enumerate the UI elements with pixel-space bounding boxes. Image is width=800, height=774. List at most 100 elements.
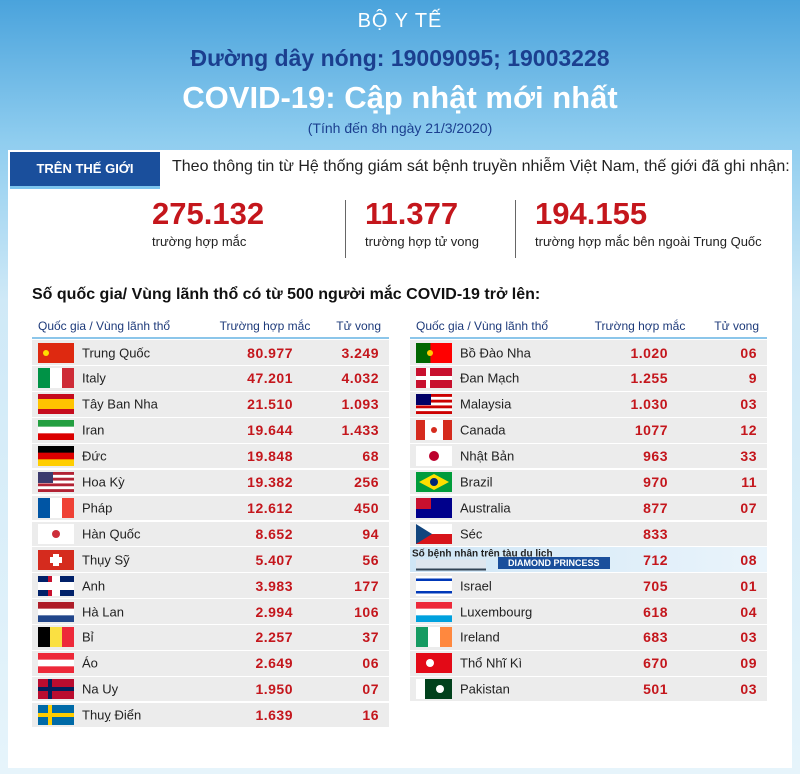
country: Trung Quốc	[82, 345, 151, 361]
table-row: Trung Quốc 80.977 3.249	[32, 340, 389, 365]
flag	[416, 342, 453, 363]
country: Pakistan	[460, 681, 510, 697]
flag-cell	[416, 679, 453, 700]
flag	[38, 497, 75, 518]
flag-cell	[416, 420, 453, 441]
column-header: Trường hợp mắc	[594, 319, 686, 333]
stat-value: 194.155	[535, 196, 648, 231]
deaths: 03	[740, 681, 757, 698]
country: Brazil	[460, 474, 493, 490]
country: Luxembourg	[460, 604, 533, 619]
deaths: 9	[748, 370, 757, 387]
country: Đức	[82, 448, 107, 464]
deaths: 03	[740, 396, 757, 413]
country: Malaysia	[460, 396, 512, 412]
cases: 970	[643, 474, 668, 491]
flag-cell	[38, 523, 74, 545]
country: Iran	[82, 422, 105, 438]
flag	[38, 601, 74, 622]
deaths: 3.249	[341, 344, 379, 361]
flag-cell	[416, 342, 453, 363]
flag	[38, 679, 74, 700]
table-row: Pháp 12.612 450	[32, 495, 389, 521]
country: Hà Lan	[82, 604, 124, 619]
table-row: Áo 2.649 06	[32, 650, 389, 676]
cases: 877	[643, 499, 668, 516]
flag	[38, 549, 74, 571]
flag-cell	[38, 575, 74, 596]
divider	[515, 200, 516, 258]
table-row: Thụy Sỹ 5.407 56	[32, 547, 389, 573]
country: Áo	[82, 655, 98, 671]
flag	[38, 653, 74, 674]
stat-label: trường hợp mắc	[152, 234, 247, 249]
flag	[38, 394, 74, 415]
deaths: 106	[354, 603, 379, 620]
flag-cell	[416, 497, 452, 519]
table-left: Quốc gia / Vùng lãnh thổ Trường hợp mắc Tử…	[32, 315, 389, 728]
column-header: Quốc gia / Vùng lãnh thổ	[416, 319, 549, 333]
table-row: Số bệnh nhân trên tàu du lịch DIAMOND PRI…	[410, 547, 767, 573]
flag	[38, 575, 74, 596]
cases: 683	[643, 629, 668, 646]
cases: 19.848	[247, 448, 293, 465]
deaths: 37	[362, 629, 379, 646]
deaths: 07	[740, 499, 757, 516]
cases: 5.407	[255, 551, 293, 568]
flag	[416, 679, 453, 700]
table-row: Đan Mạch 1.255 9	[410, 366, 767, 391]
stat-label: trường hợp tử vong	[365, 234, 479, 249]
cases: 80.977	[247, 344, 293, 361]
flag-cell	[38, 342, 74, 363]
cases: 712	[643, 551, 668, 568]
flag	[38, 368, 75, 389]
table-row: Luxembourg 618 04	[410, 599, 767, 624]
country: Bồ Đào Nha	[460, 345, 531, 361]
cases: 8.652	[255, 525, 293, 542]
flag-cell	[416, 653, 452, 674]
table-row: Nhật Bản 963 33	[410, 443, 767, 469]
cases: 833	[643, 525, 668, 542]
ship-label: DIAMOND PRINCESS	[498, 557, 610, 570]
deaths: 256	[354, 474, 379, 491]
flag	[38, 523, 74, 545]
flag-cell	[38, 446, 74, 467]
column-header: Tử vong	[714, 319, 759, 333]
deaths: 16	[362, 707, 379, 724]
table-row: Bỉ 2.257 37	[32, 625, 389, 650]
deaths: 4.032	[341, 370, 379, 387]
ship-image	[416, 559, 486, 571]
deaths: 11	[741, 474, 757, 491]
table-row: Iran 19.644 1.433	[32, 417, 389, 443]
flag-cell	[416, 627, 453, 648]
hotline: Đường dây nóng: 19009095; 19003228	[190, 45, 610, 71]
country: Thuỵ Điển	[82, 707, 142, 723]
table-row: Bồ Đào Nha 1.020 06	[410, 340, 767, 365]
flag	[38, 472, 74, 493]
flag-cell	[38, 549, 74, 571]
cases: 3.983	[255, 577, 293, 594]
cases: 2.649	[255, 655, 293, 672]
deaths: 08	[740, 551, 757, 568]
cases: 1.030	[630, 396, 668, 413]
flag	[416, 368, 452, 389]
table-row: Hoa Kỳ 19.382 256	[32, 469, 389, 495]
country: Italy	[82, 370, 106, 386]
cases: 1077	[634, 422, 668, 439]
flag-cell	[38, 705, 74, 726]
flag-cell	[38, 679, 74, 700]
cases: 705	[643, 577, 668, 594]
flag-cell	[416, 472, 452, 493]
flag-cell	[416, 368, 452, 389]
table-header: Quốc gia / Vùng lãnh thổ Trường hợp mắc Tử…	[32, 315, 389, 339]
table-row: Brazil 970 11	[410, 469, 767, 495]
cases: 19.382	[247, 474, 293, 491]
table-row: Australia 877 07	[410, 495, 767, 521]
column-header: Quốc gia / Vùng lãnh thổ	[38, 319, 171, 333]
country: Tây Ban Nha	[82, 396, 158, 412]
country: Bỉ	[82, 629, 94, 645]
subtitle: (Tính đến 8h ngày 21/3/2020)	[307, 120, 493, 136]
column-header: Trường hợp mắc	[219, 319, 311, 333]
country: Nhật Bản	[460, 448, 515, 464]
